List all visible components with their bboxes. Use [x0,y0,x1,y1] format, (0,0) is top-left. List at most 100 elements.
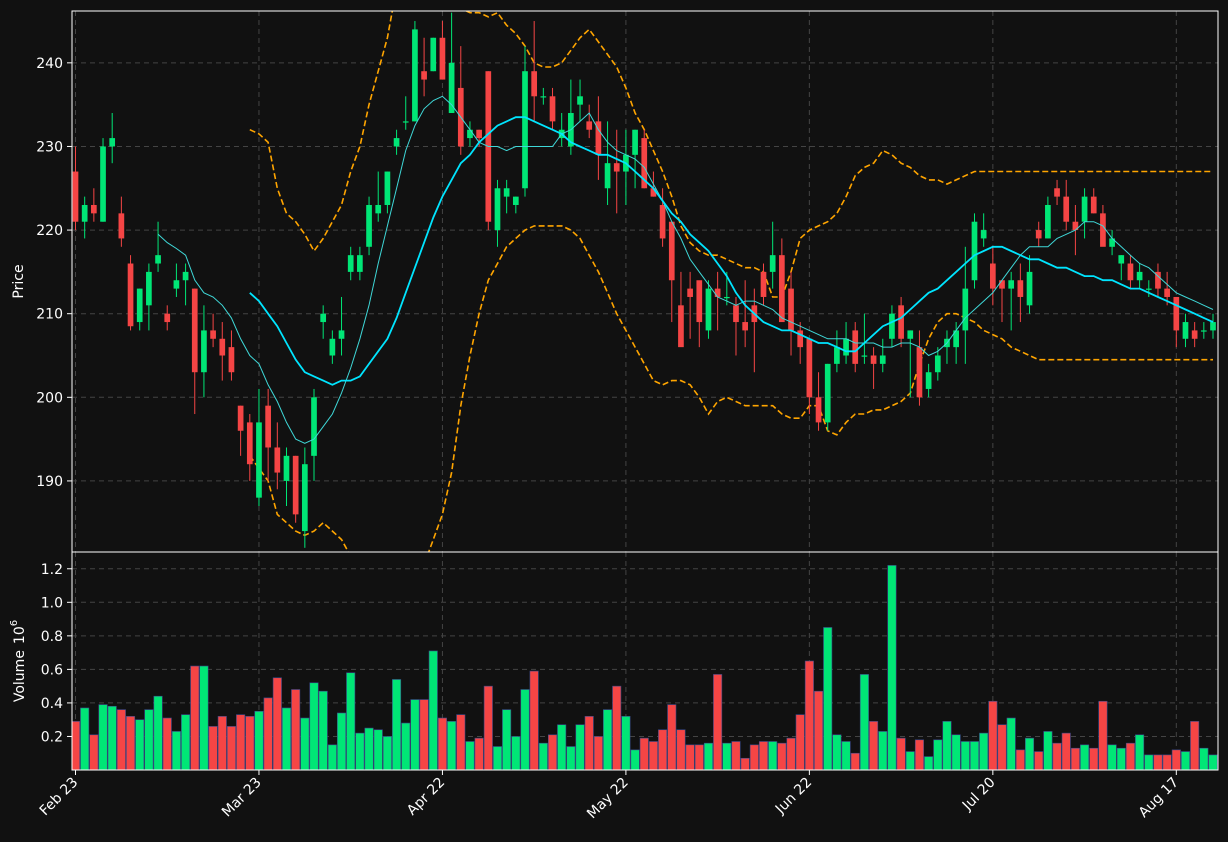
volume-bar [1061,732,1071,770]
candle-body [916,347,923,398]
candle-body [357,255,363,272]
candle-body [1045,204,1051,239]
candle-body [1145,288,1152,290]
volume-bar [98,704,108,770]
volume-bar [786,737,796,770]
candle-body [659,204,666,239]
candle-body [228,347,235,373]
volume-axis-label: Volume106 [9,620,28,702]
candle-body [1109,238,1115,247]
volume-bar [226,726,236,770]
volume-bar [410,699,420,770]
candle-body [1081,196,1088,222]
candle-body [283,455,290,481]
candle-body [834,347,840,364]
volume-bar [1107,744,1117,770]
volume-bar [547,734,558,770]
candle-body [843,338,849,356]
candle-body [577,96,583,105]
volume-bar [1015,749,1025,770]
candle-body [384,171,391,205]
candle-body [347,255,354,272]
candle-body [329,338,336,356]
volume-bar [703,742,713,770]
candle-body [136,288,143,323]
volume-tick-label: 1.2 [41,562,63,578]
price-tick-label: 240 [36,56,63,72]
volume-bar [263,697,273,770]
volume-bar [639,737,649,770]
candle-body [237,405,244,431]
volume-bar [171,731,181,770]
candle-body [797,330,804,348]
candle-body [1118,255,1125,264]
volume-bar [667,704,677,770]
volume-bar [401,722,411,770]
volume-bar [135,719,145,770]
volume-bar [318,690,328,770]
volume-bar [942,721,952,770]
volume-bar [648,741,658,770]
candle-body [779,255,785,323]
volume-bar [1116,747,1126,770]
candle-body [430,37,437,72]
candle-body [311,397,317,456]
volume-bar [768,741,778,770]
candle-body [146,271,152,306]
price-panel: 190 200 210 220 230 240 Price [11,10,1219,553]
candle-body [191,288,198,373]
volume-bar [593,736,603,770]
volume-bar [107,705,117,770]
volume-bar [814,690,824,770]
candle-body [1072,221,1079,231]
volume-bar [474,737,484,770]
volume-bar [841,741,851,770]
volume-bar [1153,754,1163,770]
volume-bar [245,716,255,770]
volume-bar [1125,742,1135,770]
volume-bar [144,709,154,770]
volume-tick-label: 0.4 [41,696,63,712]
candle-body [503,188,510,197]
price-tick-label: 220 [36,223,63,239]
volume-bar [859,674,869,770]
volume-bar [181,714,191,770]
lower-band-line [249,225,1213,552]
candle-body [375,204,382,214]
candle-body [393,138,400,147]
volume-bar [1162,754,1172,770]
volume-bar [483,685,493,770]
candle-body [953,330,959,348]
volume-bar [603,709,613,770]
candle-body [879,355,886,364]
candle-body [723,296,730,299]
volume-bar [208,726,218,770]
candle-body [907,330,914,339]
candle-body [870,355,877,364]
candle-body [182,271,189,281]
volume-bar [795,714,805,770]
volume-bar [126,716,136,770]
volume-bar [722,742,732,770]
candle-body [1035,230,1042,239]
volume-bar [465,741,475,770]
candle-body [72,171,79,222]
volume-bar [89,734,99,770]
candle-body [678,305,684,348]
candle-body [476,129,482,139]
candle-body [448,62,455,114]
candle-body [962,288,969,331]
candle-body [1191,330,1198,339]
candle-body [980,230,987,239]
upper-band-line [249,11,1213,298]
volume-bar [951,734,961,770]
volume-bar [1098,700,1108,770]
price-tick-label: 190 [36,474,63,490]
volume-bar [300,717,310,770]
volume-bar [694,744,704,770]
candle-body [81,204,88,222]
price-tick-label: 210 [36,307,63,323]
volume-bar [804,660,814,770]
volume-bar [272,677,282,770]
candle-body [733,305,739,323]
